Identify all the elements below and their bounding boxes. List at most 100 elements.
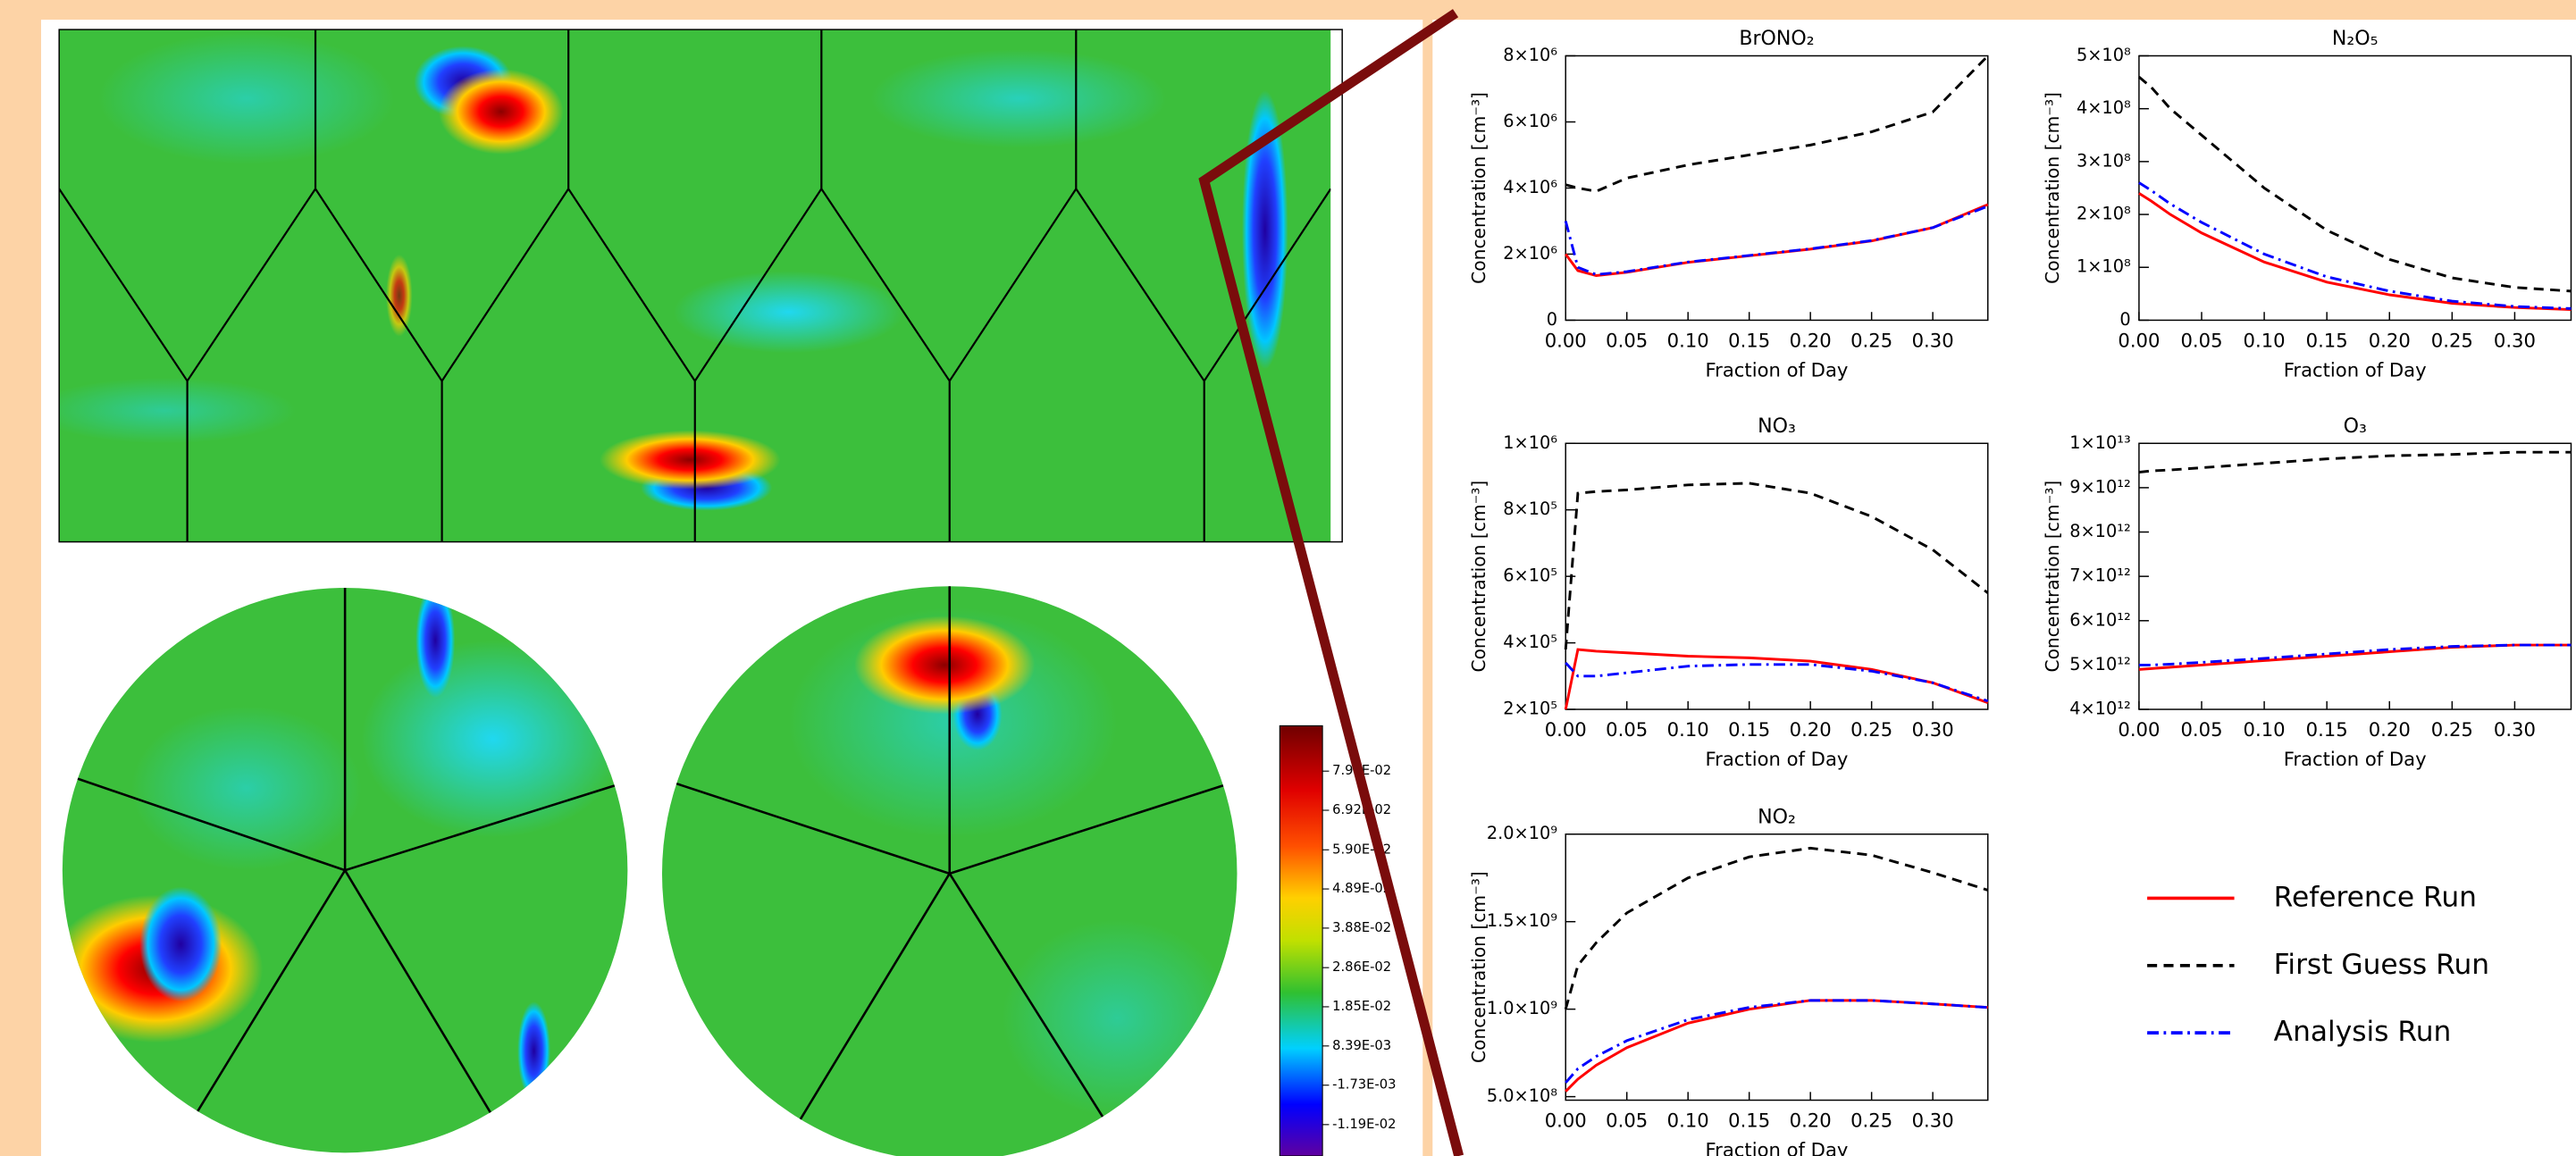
x-axis-label: Fraction of Day: [2284, 358, 2427, 381]
plot-frame: [1565, 442, 1989, 710]
y-tick-label: 4×10¹²: [2069, 699, 2130, 719]
x-tick-label: 0.25: [1850, 329, 1892, 351]
x-tick-label: 0.10: [1667, 1109, 1709, 1131]
x-tick-label: 0.30: [1912, 718, 1954, 741]
chart-title: BrONO₂: [1739, 28, 1814, 50]
series-line: [2138, 450, 2572, 473]
x-tick-label: 0.15: [1728, 1109, 1770, 1131]
x-tick-label: 0.15: [1728, 329, 1770, 351]
colorbar-label: 8.39E-03: [1332, 1038, 1391, 1053]
y-tick-label: 2.0×10⁹: [1487, 823, 1557, 843]
x-tick-label: 0.05: [1606, 1109, 1648, 1131]
x-tick-label: 0.05: [2180, 718, 2222, 741]
colorbar-label: 6.92E-02: [1332, 802, 1391, 817]
chart-area: BrONO₂ Fraction of Day Concentration [cm⁻³…: [1468, 28, 2572, 1156]
plot-frame: [1565, 833, 1989, 1102]
x-tick-label: 0.25: [1850, 1109, 1892, 1131]
series-line: [1565, 661, 1989, 703]
series-line: [2138, 192, 2572, 312]
y-tick-label: 0: [2119, 309, 2130, 330]
x-tick-label: 0.00: [2118, 718, 2160, 741]
y-tick-label: 9×10¹²: [2069, 476, 2130, 497]
y-tick-label: 0: [1547, 309, 1557, 330]
plot-frame: [2138, 54, 2572, 322]
series-line: [2137, 76, 2572, 293]
y-axis-label: Concentration [cm⁻³]: [1468, 871, 1489, 1063]
x-tick-label: 0.20: [1790, 329, 1832, 351]
x-tick-label: 0.25: [1850, 718, 1892, 741]
y-tick-label: 8×10⁶: [1503, 45, 1557, 65]
x-tick-label: 0.20: [1790, 718, 1832, 741]
y-tick-label: 5×10⁸: [2077, 45, 2131, 65]
y-tick-label: 2×10⁶: [1503, 243, 1557, 264]
x-tick-label: 0.20: [1790, 1109, 1832, 1131]
global-map: [59, 29, 1331, 542]
x-tick-label: 0.15: [2306, 718, 2348, 741]
right-panel: [1432, 20, 2576, 1156]
chart-title: NO₃: [1758, 415, 1796, 438]
chart-title: N₂O₅: [2332, 28, 2379, 50]
x-tick-label: 0.30: [1912, 329, 1954, 351]
series-line: [2138, 181, 2572, 310]
y-tick-label: 1×10⁸: [2077, 256, 2131, 277]
y-tick-label: 2×10⁵: [1503, 699, 1557, 719]
y-axis-label: Concentration [cm⁻³]: [2042, 481, 2063, 673]
x-tick-label: 0.10: [2244, 329, 2286, 351]
y-tick-label: 6×10¹²: [2069, 609, 2130, 630]
x-tick-label: 0.05: [2180, 329, 2222, 351]
y-tick-label: 5×10¹²: [2069, 654, 2130, 674]
y-tick-label: 6×10⁵: [1503, 565, 1557, 586]
chart-title: O₃: [2344, 415, 2367, 438]
y-tick-label: 7×10¹²: [2069, 565, 2130, 586]
y-axis-label: Concentration [cm⁻³]: [1468, 92, 1489, 284]
legend-label: Reference Run: [2274, 881, 2477, 913]
colorbar-label: 1.85E-02: [1332, 999, 1391, 1014]
x-tick-label: 0.30: [2494, 329, 2536, 351]
y-axis-label: Concentration [cm⁻³]: [2042, 92, 2063, 284]
series-line: [1565, 999, 1988, 1084]
y-tick-label: 8×10⁵: [1503, 498, 1557, 519]
x-axis-label: Fraction of Day: [1706, 1138, 1849, 1156]
x-tick-label: 0.20: [2369, 718, 2411, 741]
legend: Reference Run First Guess Run Analysis Run: [2147, 881, 2489, 1048]
x-tick-label: 0.20: [2369, 329, 2411, 351]
y-tick-label: 1×10¹³: [2069, 432, 2130, 453]
x-tick-label: 0.00: [1545, 1109, 1587, 1131]
x-tick-label: 0.25: [2431, 329, 2473, 351]
x-tick-label: 0.10: [1667, 329, 1709, 351]
x-axis-label: Fraction of Day: [1706, 748, 1849, 770]
x-tick-label: 0.00: [1545, 718, 1587, 741]
x-tick-label: 0.10: [1667, 718, 1709, 741]
series-line: [1565, 999, 1988, 1093]
y-tick-label: 1×10⁶: [1503, 432, 1557, 453]
y-tick-label: 4×10⁶: [1503, 177, 1557, 197]
x-tick-label: 0.10: [2244, 718, 2286, 741]
series-line: [1565, 54, 1989, 193]
y-tick-label: 4×10⁸: [2077, 97, 2131, 118]
legend-label: First Guess Run: [2274, 949, 2489, 981]
y-tick-label: 5.0×10⁸: [1487, 1085, 1557, 1106]
x-tick-label: 0.05: [1606, 329, 1648, 351]
colorbar-label: 4.89E-02: [1332, 881, 1391, 896]
colorbar: [1279, 725, 1323, 1156]
plot-frame: [1565, 54, 1989, 322]
y-tick-label: 2×10⁸: [2077, 204, 2131, 224]
colorbar-label: 2.86E-02: [1332, 959, 1391, 975]
x-axis-label: Fraction of Day: [2284, 748, 2427, 770]
map-frame: [58, 29, 1343, 543]
x-tick-label: 0.15: [1728, 718, 1770, 741]
y-tick-label: 4×10⁵: [1503, 632, 1557, 652]
x-tick-label: 0.15: [2306, 329, 2348, 351]
y-tick-label: 6×10⁶: [1503, 111, 1557, 131]
x-axis-label: Fraction of Day: [1706, 358, 1849, 381]
chart-title: NO₂: [1758, 806, 1796, 828]
series-line: [1564, 205, 1989, 276]
series-line: [1564, 846, 1989, 1010]
x-tick-label: 0.05: [1606, 718, 1648, 741]
y-tick-label: 1.5×10⁹: [1487, 910, 1557, 931]
callout-line: [1198, 9, 1464, 1156]
y-tick-label: 8×10¹²: [2069, 521, 2130, 541]
y-tick-label: 1.0×10⁹: [1487, 998, 1557, 1018]
x-tick-label: 0.25: [2431, 718, 2473, 741]
